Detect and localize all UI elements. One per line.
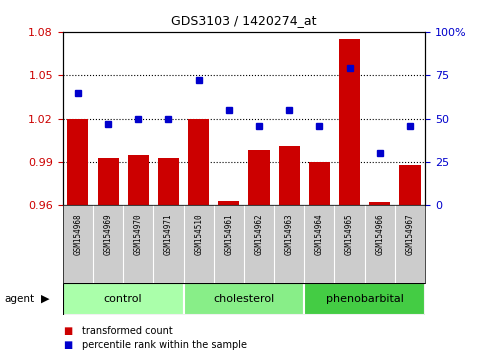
- Text: ■: ■: [63, 340, 72, 350]
- Bar: [98, 158, 119, 205]
- Text: GSM154965: GSM154965: [345, 213, 354, 255]
- Text: control: control: [104, 294, 142, 304]
- Text: ■: ■: [63, 326, 72, 336]
- Bar: [304, 283, 425, 315]
- Bar: [184, 283, 304, 315]
- Text: GSM154970: GSM154970: [134, 213, 143, 255]
- Bar: [248, 150, 270, 205]
- Text: ▶: ▶: [41, 294, 50, 304]
- Bar: [369, 202, 390, 205]
- Text: cholesterol: cholesterol: [213, 294, 274, 304]
- Text: GDS3103 / 1420274_at: GDS3103 / 1420274_at: [171, 14, 317, 27]
- Text: phenobarbital: phenobarbital: [326, 294, 404, 304]
- Bar: [309, 162, 330, 205]
- Bar: [339, 39, 360, 205]
- Bar: [67, 119, 88, 205]
- Bar: [188, 119, 209, 205]
- Text: GSM154966: GSM154966: [375, 213, 384, 255]
- Bar: [158, 158, 179, 205]
- Text: GSM154967: GSM154967: [405, 213, 414, 255]
- Text: GSM154961: GSM154961: [224, 213, 233, 255]
- Text: GSM154963: GSM154963: [284, 213, 294, 255]
- Text: GSM154962: GSM154962: [255, 213, 264, 255]
- Text: GSM154964: GSM154964: [315, 213, 324, 255]
- Text: GSM154510: GSM154510: [194, 213, 203, 255]
- Bar: [218, 201, 240, 205]
- Text: GSM154969: GSM154969: [103, 213, 113, 255]
- Text: GSM154971: GSM154971: [164, 213, 173, 255]
- Text: agent: agent: [5, 294, 35, 304]
- Text: transformed count: transformed count: [82, 326, 173, 336]
- Bar: [399, 165, 421, 205]
- Text: percentile rank within the sample: percentile rank within the sample: [82, 340, 247, 350]
- Text: GSM154968: GSM154968: [73, 213, 83, 255]
- Bar: [128, 155, 149, 205]
- Bar: [63, 283, 184, 315]
- Bar: [279, 146, 300, 205]
